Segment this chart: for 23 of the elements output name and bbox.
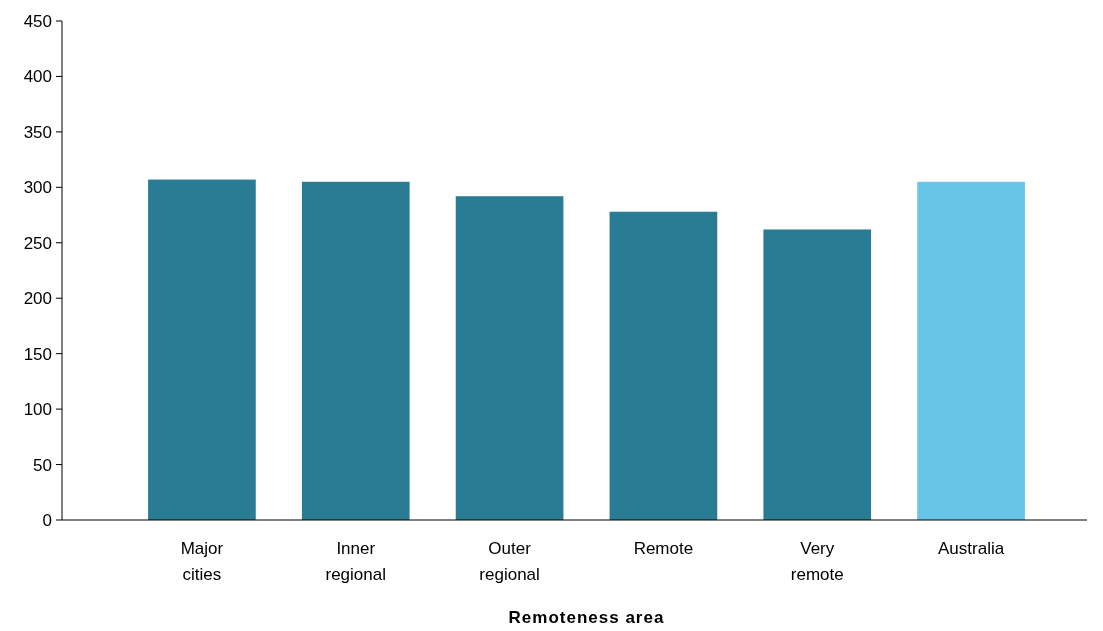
x-tick-label: Australia [938, 539, 1005, 558]
y-tick-label: 200 [23, 289, 52, 309]
bar [301, 181, 410, 520]
x-axis-title: Remoteness area [508, 608, 665, 627]
x-tick-label: Outer regional [479, 539, 540, 584]
y-tick-label: 100 [23, 400, 52, 420]
y-tick-label: 350 [23, 122, 52, 142]
x-tick-label: Remote [633, 539, 694, 558]
bar [763, 229, 872, 520]
bar [609, 211, 718, 520]
y-tick-label: 300 [23, 178, 52, 198]
bar [455, 196, 564, 520]
y-tick-label: 0 [42, 510, 52, 530]
x-tick-label: Major cities [180, 539, 224, 584]
bar [917, 181, 1025, 520]
x-tick-label: Inner regional [325, 539, 386, 584]
y-tick-label: 400 [23, 67, 52, 87]
y-tick-label: 50 [33, 455, 52, 475]
y-tick-label: 450 [23, 11, 52, 31]
x-tick-label: Very remote [790, 539, 844, 584]
bar [148, 179, 256, 520]
y-tick-label: 250 [23, 233, 52, 253]
y-tick-label: 150 [23, 344, 52, 364]
